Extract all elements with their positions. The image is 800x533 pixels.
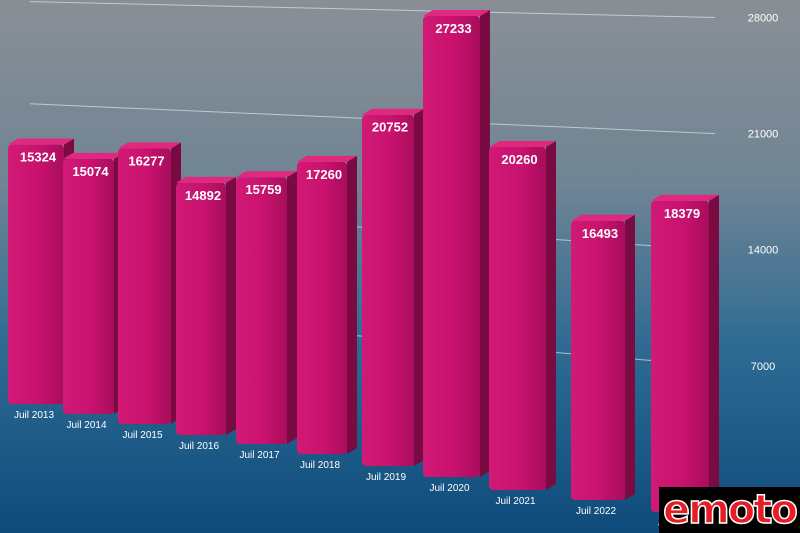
bar (118, 148, 171, 424)
data-label: 17260 (306, 167, 342, 182)
bar-side (546, 141, 556, 490)
bar (63, 158, 114, 414)
data-label: 20260 (501, 152, 537, 167)
x-tick-label: Juil 2021 (495, 496, 535, 507)
logo-text: emoto (662, 486, 798, 533)
data-label: 15324 (20, 150, 57, 165)
x-tick-label: Juil 2020 (429, 483, 469, 494)
bar-side (226, 176, 236, 436)
data-label: 18379 (664, 206, 700, 221)
bar (8, 144, 64, 404)
bar (571, 220, 625, 500)
bar-side (287, 171, 297, 444)
x-tick-label: Juil 2019 (366, 472, 406, 483)
x-tick-label: Juil 2013 (14, 410, 54, 421)
data-label: 16493 (582, 226, 618, 241)
data-label: 16277 (128, 153, 164, 168)
x-tick-label: Juil 2018 (300, 460, 340, 471)
bar-top (118, 142, 181, 149)
bar (423, 16, 480, 477)
bar-side (625, 214, 635, 500)
y-tick-label: 14000 (748, 245, 779, 257)
bar-top (236, 171, 297, 178)
data-label: 20752 (372, 120, 408, 135)
y-tick-label: 21000 (748, 129, 779, 141)
bar-top (571, 214, 635, 221)
x-tick-label: Juil 2017 (239, 450, 279, 461)
y-tick-label: 7000 (751, 361, 775, 373)
emoto-logo: emoto (659, 486, 800, 533)
bar (362, 114, 414, 466)
x-tick-label: Juil 2016 (179, 441, 219, 452)
bar-top (176, 176, 236, 183)
bar-top (63, 152, 124, 159)
bar-side (480, 10, 490, 477)
bar (651, 200, 709, 512)
x-tick-label: Juil 2015 (122, 430, 162, 441)
bar-side (347, 155, 357, 454)
bar-side (709, 194, 719, 512)
x-tick-label: Juil 2014 (66, 420, 106, 431)
x-tick-label: Juil 2022 (576, 506, 616, 517)
bar-top (423, 10, 490, 16)
bar (489, 147, 546, 490)
data-label: 14892 (185, 188, 221, 203)
gridline (29, 1, 716, 18)
bars (8, 10, 719, 512)
data-label: 15759 (245, 182, 281, 197)
bar-top (8, 138, 74, 145)
data-label: 27233 (435, 21, 471, 36)
bar-top (489, 141, 556, 148)
bar-top (651, 194, 719, 201)
bar-side (414, 108, 424, 466)
bar (236, 177, 287, 444)
bar (176, 182, 226, 435)
bar (297, 161, 347, 454)
data-label: 15074 (72, 164, 109, 179)
y-tick-label: 28000 (748, 13, 779, 25)
bar-top (297, 155, 357, 162)
bar-top (362, 108, 424, 115)
